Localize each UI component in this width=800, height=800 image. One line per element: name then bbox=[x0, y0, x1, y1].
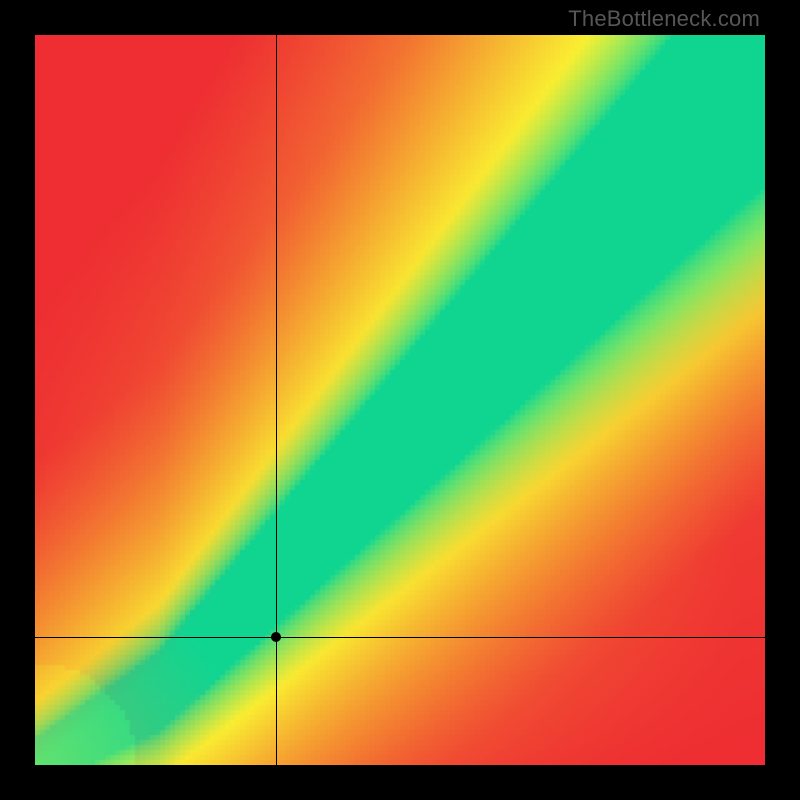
crosshair-horizontal bbox=[35, 637, 765, 638]
crosshair-vertical bbox=[276, 35, 277, 765]
heatmap-canvas bbox=[35, 35, 765, 765]
watermark-text: TheBottleneck.com bbox=[568, 6, 760, 32]
crosshair-marker bbox=[271, 632, 281, 642]
outer-frame: TheBottleneck.com bbox=[0, 0, 800, 800]
heatmap-plot bbox=[35, 35, 765, 765]
